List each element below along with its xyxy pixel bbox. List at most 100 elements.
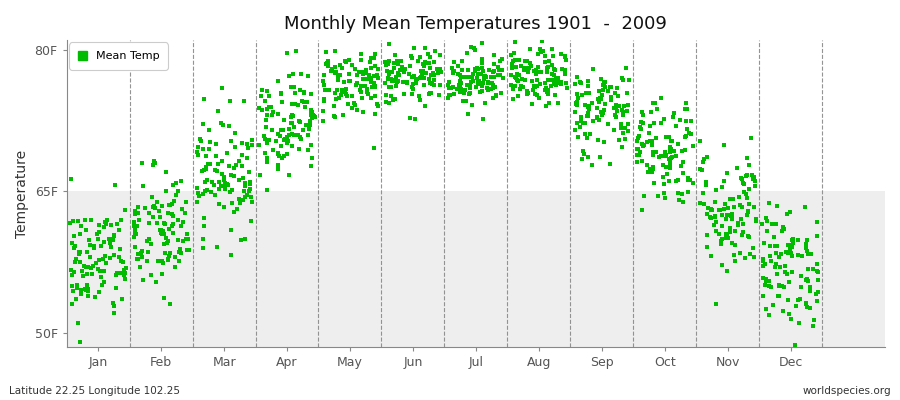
Point: [394, 58, 409, 65]
Point: [334, 87, 348, 93]
Point: [167, 253, 182, 260]
Point: [231, 157, 246, 164]
Point: [128, 230, 142, 236]
Point: [648, 148, 662, 155]
Point: [154, 226, 168, 233]
Point: [769, 260, 783, 267]
Point: [755, 262, 770, 269]
Point: [338, 58, 353, 65]
Point: [257, 150, 272, 156]
Point: [810, 219, 824, 225]
Point: [152, 227, 166, 234]
Point: [232, 176, 247, 183]
Point: [520, 90, 535, 96]
Point: [146, 213, 160, 220]
Point: [64, 266, 78, 273]
Point: [543, 58, 557, 64]
Point: [370, 72, 384, 78]
Point: [777, 226, 791, 232]
Point: [433, 66, 447, 72]
Point: [292, 86, 307, 93]
Point: [278, 136, 293, 142]
Point: [342, 78, 356, 84]
Point: [496, 74, 510, 81]
Point: [780, 211, 795, 217]
Point: [578, 102, 592, 108]
Point: [225, 200, 239, 207]
Point: [66, 272, 80, 278]
Point: [104, 244, 119, 250]
Point: [675, 190, 689, 197]
Point: [353, 87, 367, 94]
Point: [640, 162, 654, 169]
Point: [304, 107, 319, 113]
Point: [78, 227, 93, 234]
Point: [603, 96, 617, 103]
Point: [271, 166, 285, 172]
Point: [371, 66, 385, 72]
Point: [780, 296, 795, 303]
Point: [548, 78, 562, 84]
Point: [403, 115, 418, 122]
Point: [799, 241, 814, 248]
Point: [557, 53, 572, 59]
Point: [549, 80, 563, 86]
Point: [460, 82, 474, 88]
Point: [214, 182, 229, 189]
Point: [91, 236, 105, 242]
Point: [190, 199, 204, 205]
Point: [103, 240, 117, 246]
Point: [304, 112, 319, 118]
Point: [785, 253, 799, 259]
Point: [410, 58, 425, 64]
Point: [446, 69, 460, 75]
Point: [169, 192, 184, 198]
Point: [462, 73, 476, 80]
Point: [339, 91, 354, 97]
Point: [576, 120, 590, 126]
Point: [140, 238, 154, 244]
Point: [609, 84, 624, 91]
Point: [367, 54, 382, 61]
Point: [768, 243, 782, 249]
Point: [198, 166, 212, 172]
Point: [271, 78, 285, 84]
Point: [770, 243, 784, 249]
Point: [149, 220, 164, 226]
Point: [405, 55, 419, 62]
Point: [733, 250, 747, 256]
Point: [358, 69, 373, 76]
Point: [770, 202, 785, 209]
Point: [239, 154, 254, 161]
Point: [646, 149, 661, 156]
Point: [73, 248, 87, 255]
Point: [324, 68, 338, 74]
Point: [634, 124, 648, 130]
Point: [284, 143, 299, 149]
Point: [518, 58, 533, 64]
Point: [581, 154, 596, 160]
Text: Latitude 22.25 Longitude 102.25: Latitude 22.25 Longitude 102.25: [9, 386, 180, 396]
Point: [491, 72, 505, 79]
Point: [669, 122, 683, 129]
Point: [258, 136, 273, 142]
Point: [700, 205, 715, 211]
Point: [379, 62, 393, 68]
Point: [667, 110, 681, 116]
Point: [640, 139, 654, 145]
Point: [803, 288, 817, 294]
Point: [794, 284, 808, 290]
Point: [69, 296, 84, 302]
Point: [759, 278, 773, 285]
Point: [781, 242, 796, 248]
Point: [397, 68, 411, 75]
Point: [458, 87, 473, 94]
Point: [569, 101, 583, 108]
Point: [672, 196, 687, 203]
Point: [208, 192, 222, 198]
Point: [87, 245, 102, 252]
Point: [196, 245, 211, 251]
Point: [308, 114, 322, 120]
Point: [801, 250, 815, 257]
Point: [192, 192, 206, 199]
